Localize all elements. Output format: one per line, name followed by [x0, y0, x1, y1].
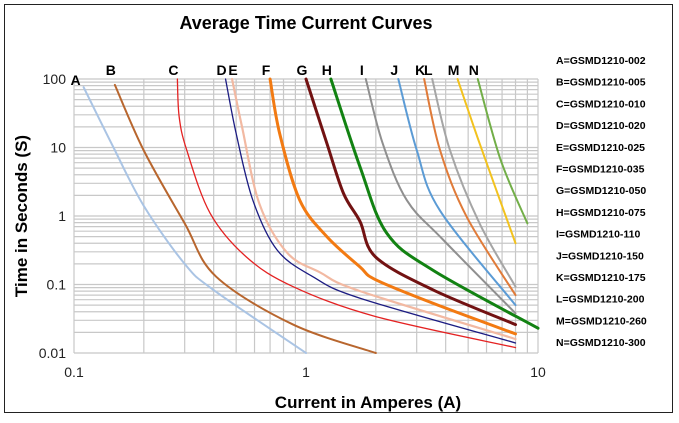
legend-item: I=GSMD1210-110 [556, 229, 641, 241]
chart-frame [4, 4, 673, 413]
curve-label-b: B [106, 62, 116, 78]
curve-i [364, 78, 517, 315]
y-tick-label: 10 [50, 140, 66, 156]
y-tick-label: 100 [43, 71, 67, 87]
curve-label-a: A [71, 72, 81, 88]
grid [73, 78, 539, 354]
curves [82, 77, 540, 354]
chart-title: Average Time Current Curves [179, 13, 432, 33]
curve-labels: A B C D E F G H I J KL M N [71, 62, 479, 88]
x-tick-label: 1 [302, 364, 310, 380]
curve-k [423, 78, 517, 297]
curve-label-g: G [297, 62, 308, 78]
curve-f [268, 77, 518, 336]
curve-label-n: N [469, 62, 479, 78]
legend-item: K=GSMD1210-175 [556, 272, 646, 284]
legend-item: A=GSMD1210-002 [556, 55, 646, 67]
tick-labels: 0.1 1 10 100 10 1 0.1 0.01 [39, 71, 546, 380]
legend: A=GSMD1210-002 B=GSMD1210-005 C=GSMD1210-0… [556, 55, 647, 349]
curve-e [230, 77, 517, 341]
curve-label-d: D [216, 62, 226, 78]
curve-g [304, 77, 518, 327]
legend-item: E=GSMD1210-025 [556, 142, 645, 154]
curve-n [476, 78, 529, 225]
curve-a [82, 86, 307, 354]
legend-item: H=GSMD1210-075 [556, 207, 646, 219]
legend-item: J=GSMD1210-150 [556, 250, 644, 262]
curve-m [456, 78, 517, 245]
curve-h [329, 77, 540, 330]
x-tick-label: 10 [530, 364, 546, 380]
legend-item: D=GSMD1210-020 [556, 120, 646, 132]
curve-label-c: C [168, 62, 178, 78]
curve-d [224, 78, 517, 344]
curve-label-e: E [228, 62, 237, 78]
x-tick-label: 0.1 [64, 364, 84, 380]
curve-label-f: F [262, 62, 271, 78]
legend-item: C=GSMD1210-010 [556, 98, 646, 110]
curve-label-j: J [390, 62, 398, 78]
x-axis-label: Current in Amperes (A) [275, 393, 461, 412]
legend-item: N=GSMD1210-300 [556, 337, 646, 349]
curve-label-h: H [322, 62, 332, 78]
legend-item: L=GSMD1210-200 [556, 294, 645, 306]
curve-c [176, 78, 517, 349]
y-tick-label: 0.01 [39, 345, 66, 361]
legend-item: G=GSMD1210-050 [556, 185, 646, 197]
curve-b [113, 83, 377, 354]
y-tick-label: 0.1 [47, 277, 67, 293]
curve-j [397, 78, 517, 307]
curve-label-k: K [415, 62, 425, 78]
y-tick-label: 1 [58, 208, 66, 224]
curve-label-i: I [360, 62, 364, 78]
curve-label-m: M [448, 62, 460, 78]
legend-item: M=GSMD1210-260 [556, 315, 647, 327]
legend-item: F=GSMD1210-035 [556, 164, 645, 176]
curve-l [431, 78, 517, 288]
curve-label-l: L [424, 62, 433, 78]
y-axis-label: Time in Seconds (S) [12, 135, 31, 297]
legend-item: B=GSMD1210-005 [556, 77, 646, 89]
